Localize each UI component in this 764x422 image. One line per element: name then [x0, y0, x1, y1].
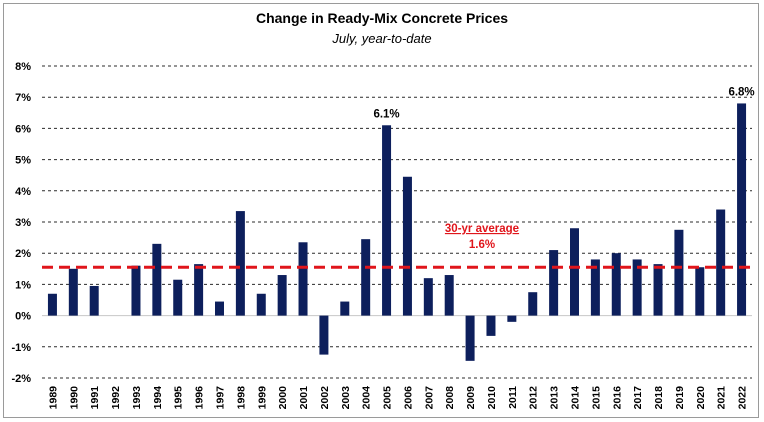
bar-1998 [235, 211, 245, 316]
bar-2001 [298, 242, 308, 316]
x-tick-label: 1993 [131, 386, 143, 410]
x-tick-label: 2020 [695, 386, 707, 410]
bars [47, 103, 747, 361]
bar-2011 [507, 315, 517, 322]
x-tick-label: 2018 [653, 386, 665, 410]
bar-2020 [695, 267, 705, 316]
x-tick-label: 2013 [549, 386, 561, 410]
bar-1993 [131, 265, 141, 316]
x-tick-label: 2009 [465, 386, 477, 410]
x-tick-label: 2000 [277, 386, 289, 410]
bar-2019 [674, 229, 684, 316]
y-tick-label: 0% [15, 311, 31, 323]
average-value-label: 1.6% [469, 239, 495, 251]
bar-2022 [737, 103, 747, 316]
bar-2014 [570, 228, 579, 316]
x-tick-label: 1994 [152, 386, 164, 410]
bar-1996 [194, 264, 204, 316]
x-tick-label: 2003 [340, 386, 352, 410]
average-line-group: 30-yr average 1.6% [42, 223, 752, 269]
y-tick-label: 3% [15, 217, 31, 229]
x-tick-label: 2008 [444, 386, 456, 410]
y-axis-ticks: 8% 7% 6% 5% 4% 3% 2% 1% 0% -1% -2% [11, 61, 31, 385]
bar-2016 [611, 253, 621, 316]
x-tick-label: 2012 [528, 386, 540, 410]
x-tick-label: 2017 [632, 386, 644, 410]
y-tick-label: -2% [11, 373, 31, 385]
bar-2015 [590, 259, 600, 316]
x-tick-label: 1995 [173, 386, 185, 410]
bar-1994 [152, 243, 162, 316]
y-tick-label: 1% [15, 279, 31, 291]
bar-2017 [632, 259, 642, 316]
x-tick-label: 1989 [47, 386, 59, 410]
x-tick-label: 2021 [716, 386, 728, 410]
x-tick-label: 2011 [507, 386, 519, 409]
x-tick-label: 1998 [235, 386, 247, 410]
bar-2005 [382, 125, 392, 316]
bar-1990 [68, 268, 78, 316]
bar-2009 [465, 315, 475, 361]
x-tick-label: 2005 [382, 386, 394, 410]
bar-2003 [340, 301, 350, 316]
bar-2012 [528, 292, 538, 316]
data-label-2005: 6.1% [373, 108, 399, 120]
data-labels: 6.1% 6.8% [373, 86, 754, 120]
x-tick-label: 2015 [590, 386, 602, 410]
y-tick-label: -1% [11, 342, 31, 354]
x-tick-label: 2022 [737, 386, 749, 410]
chart-title: Change in Ready-Mix Concrete Prices [255, 10, 509, 26]
x-tick-label: 2006 [402, 386, 414, 410]
x-tick-label: 2002 [319, 386, 331, 410]
bar-2006 [402, 176, 412, 316]
y-tick-label: 5% [15, 155, 31, 167]
x-tick-label: 1996 [194, 386, 206, 410]
bar-1995 [173, 279, 183, 316]
x-tick-label: 2014 [570, 386, 582, 410]
bar-2002 [319, 315, 329, 355]
bar-2013 [549, 250, 559, 316]
chart-subtitle: July, year-to-date [332, 31, 432, 46]
y-tick-label: 8% [15, 61, 31, 73]
x-tick-label: 2016 [611, 386, 623, 410]
x-axis-ticks: 1989 1990 1991 1992 1993 1994 1995 1996 1997 1998… [47, 386, 748, 410]
bar-2008 [444, 275, 454, 316]
bar-2010 [486, 315, 496, 336]
y-tick-label: 6% [15, 123, 31, 135]
bar-2007 [423, 278, 433, 316]
x-tick-label: 2004 [361, 386, 373, 410]
x-tick-label: 1991 [89, 386, 101, 410]
x-tick-label: 2010 [486, 386, 498, 410]
y-tick-label: 7% [15, 92, 31, 104]
bar-1999 [256, 293, 266, 316]
x-tick-label: 1992 [110, 386, 122, 410]
x-tick-label: 2007 [423, 386, 435, 410]
bar-2021 [716, 209, 726, 316]
chart-frame [3, 3, 759, 418]
x-tick-label: 1999 [256, 386, 268, 410]
bar-1997 [215, 301, 224, 316]
data-label-2022: 6.8% [728, 86, 754, 98]
bar-1989 [47, 293, 57, 316]
average-label: 30-yr average [445, 223, 519, 235]
x-tick-label: 2001 [298, 386, 310, 410]
x-tick-label: 1997 [215, 386, 227, 410]
y-tick-label: 2% [15, 248, 31, 260]
y-tick-label: 4% [15, 186, 31, 198]
bar-2000 [277, 275, 287, 316]
bar-2018 [653, 264, 663, 316]
x-tick-label: 2019 [674, 386, 686, 410]
x-tick-label: 1990 [68, 386, 80, 410]
bar-1991 [89, 285, 99, 316]
bar-2004 [361, 239, 371, 316]
